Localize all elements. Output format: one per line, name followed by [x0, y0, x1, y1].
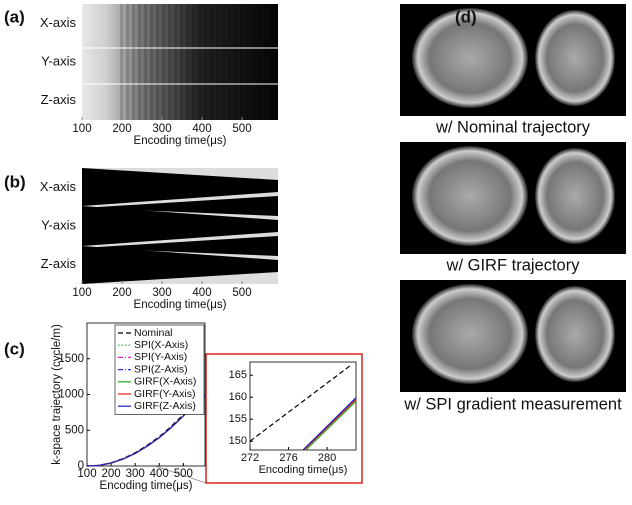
x-tick-label: 300 — [152, 287, 171, 299]
x-tick-label: 300 — [126, 468, 145, 480]
row-label: Y-axis — [41, 53, 76, 68]
panel-label: (a) — [4, 7, 25, 26]
legend-label: SPI(X-Axis) — [134, 339, 188, 351]
x-tick-label: 100 — [72, 287, 91, 299]
x-tick-label: 400 — [192, 287, 211, 299]
y-axis-label: k-space trajectory (cycle/m) — [51, 324, 63, 465]
row-label: Y-axis — [41, 217, 76, 232]
series-line — [302, 397, 357, 451]
legend-label: GIRF(Y-Axis) — [134, 388, 195, 400]
x-tick-label: 500 — [174, 468, 193, 480]
x-tick-label: 280 — [318, 452, 336, 464]
series-line — [249, 363, 353, 442]
y-tick-label: 500 — [65, 424, 84, 436]
y-tick-label: 1000 — [58, 389, 84, 401]
panel-a-image — [82, 4, 278, 120]
y-tick-label: 1500 — [58, 353, 84, 365]
series-line — [303, 398, 357, 451]
row-label: X-axis — [40, 15, 77, 30]
panel-label: (b) — [4, 172, 26, 191]
x-axis-label: Encoding time(μs) — [134, 135, 227, 147]
y-tick-label: 160 — [229, 391, 247, 403]
x-tick-label: 200 — [112, 123, 131, 135]
x-tick-label: 272 — [241, 452, 259, 464]
row-label: Z-axis — [41, 256, 77, 271]
y-tick-label: 0 — [78, 460, 84, 472]
x-tick-label: 200 — [101, 468, 120, 480]
series-line — [305, 400, 357, 451]
panel-label: (d) — [455, 7, 477, 26]
x-tick-label: 100 — [72, 123, 91, 135]
inset-frame — [205, 353, 363, 484]
y-tick-label: 165 — [229, 369, 247, 381]
plot-area — [249, 361, 357, 451]
caption: w/ SPI gradient measurement — [403, 395, 622, 413]
row-label: Z-axis — [41, 92, 77, 107]
legend-label: GIRF(X-Axis) — [134, 376, 196, 388]
caption: w/ GIRF trajectory — [446, 256, 581, 274]
x-tick-label: 400 — [192, 123, 211, 135]
row-label: X-axis — [40, 179, 77, 194]
legend-label: SPI(Y-Axis) — [134, 351, 187, 363]
y-tick-label: 150 — [229, 435, 247, 447]
panel-b-image — [82, 168, 278, 284]
x-axis-label: Encoding time(μs) — [100, 480, 193, 492]
y-tick-label: 155 — [229, 413, 247, 425]
x-tick-label: 100 — [77, 468, 96, 480]
panel-label: (c) — [4, 339, 25, 358]
legend-label: GIRF(Z-Axis) — [134, 400, 196, 412]
x-axis-label: Encoding time(μs) — [259, 464, 348, 476]
x-tick-label: 200 — [112, 287, 131, 299]
x-tick-label: 300 — [152, 123, 171, 135]
x-tick-label: 276 — [279, 452, 297, 464]
panel-d-images — [400, 4, 626, 392]
x-axis-label: Encoding time(μs) — [134, 299, 227, 311]
legend-label: Nominal — [134, 327, 173, 339]
legend-label: SPI(Z-Axis) — [134, 363, 188, 375]
caption: w/ Nominal trajectory — [435, 118, 591, 136]
x-tick-label: 400 — [150, 468, 169, 480]
x-tick-label: 500 — [232, 123, 251, 135]
x-tick-label: 500 — [232, 287, 251, 299]
series-line — [304, 399, 357, 451]
